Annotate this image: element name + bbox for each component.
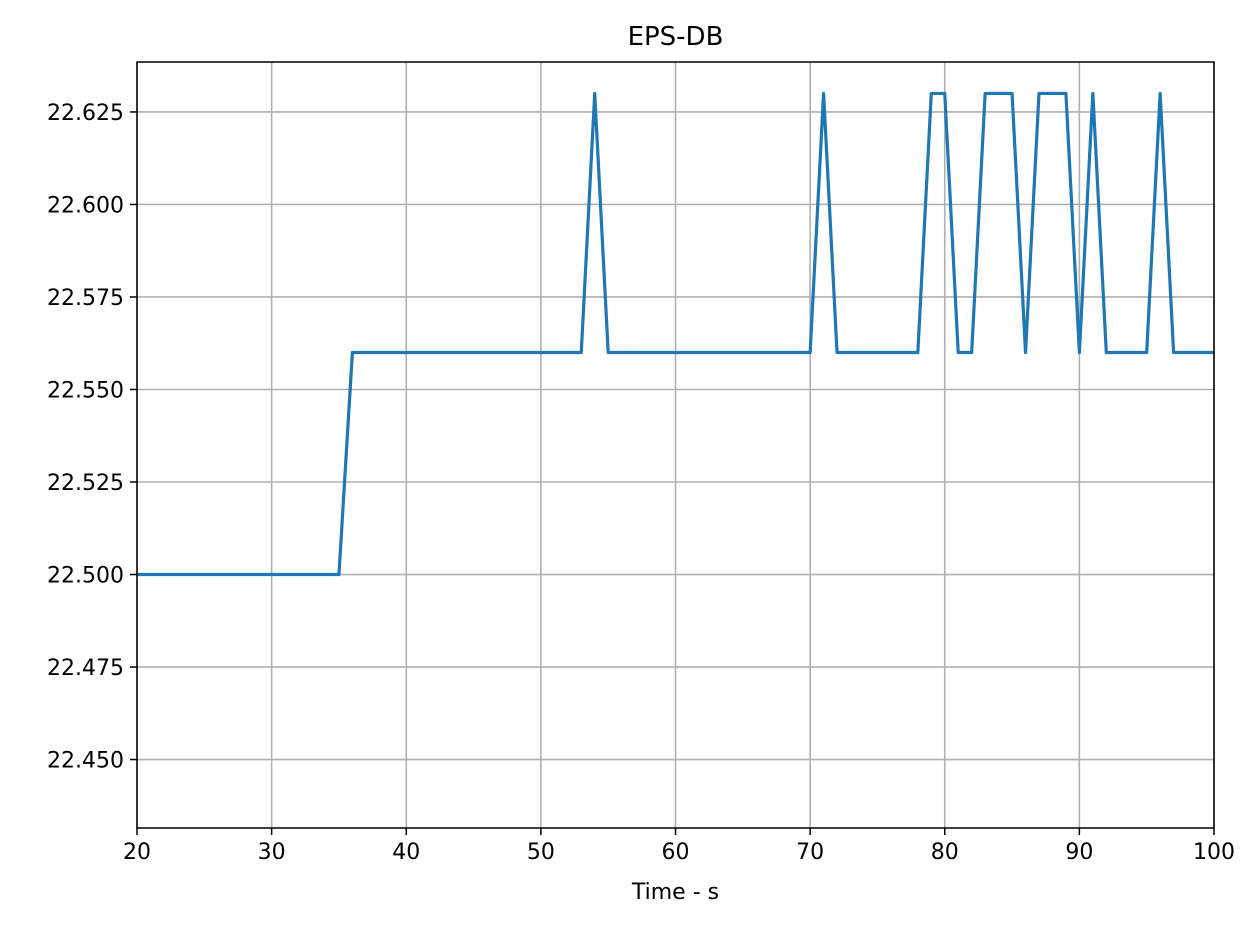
- chart-title: EPS-DB: [628, 22, 724, 52]
- series-group: [137, 91, 1214, 577]
- x-tick-label: 90: [1065, 840, 1093, 865]
- y-tick-label: 22.575: [47, 286, 124, 311]
- y-tick-label: 22.625: [47, 101, 124, 126]
- x-tick-label: 70: [796, 840, 824, 865]
- y-tick-label: 22.475: [47, 656, 124, 681]
- x-axis: 20 30 40 50 60 70 80 90 100: [123, 828, 1235, 865]
- y-tick-label: 22.525: [47, 471, 124, 496]
- y-axis: 22.450 22.475 22.500 22.525 22.550 22.575 22.6…: [47, 101, 137, 774]
- x-tick-label: 40: [392, 840, 420, 865]
- x-tick-label: 20: [123, 840, 151, 865]
- x-tick-label: 80: [931, 840, 959, 865]
- y-tick-label: 22.550: [47, 378, 124, 403]
- x-tick-label: 30: [258, 840, 286, 865]
- y-tick-label: 22.450: [47, 749, 124, 774]
- x-axis-label: Time - s: [631, 880, 719, 905]
- y-tick-label: 22.600: [47, 193, 124, 218]
- series-line: [137, 91, 1214, 577]
- x-tick-label: 50: [527, 840, 555, 865]
- y-tick-label: 22.500: [47, 564, 124, 589]
- x-tick-label: 100: [1193, 840, 1235, 865]
- x-tick-label: 60: [662, 840, 690, 865]
